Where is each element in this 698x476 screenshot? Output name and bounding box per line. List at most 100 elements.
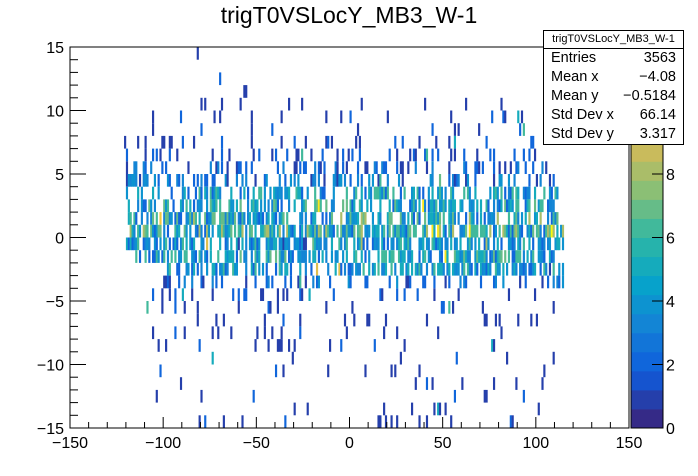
bin (196, 47, 199, 60)
bin (470, 237, 473, 251)
bin (209, 237, 212, 251)
bin (401, 174, 404, 187)
bin (405, 262, 408, 276)
palette-band (631, 218, 663, 238)
bin (133, 212, 136, 225)
bin (351, 262, 354, 276)
bin (288, 237, 291, 251)
bin (375, 237, 378, 251)
bin (209, 199, 212, 213)
bin (155, 212, 158, 225)
bin (258, 212, 261, 225)
bin (198, 415, 201, 428)
bin (479, 275, 483, 289)
bin (263, 326, 266, 340)
bin (239, 212, 242, 225)
bin (418, 262, 421, 276)
bin (302, 237, 306, 251)
bin (315, 262, 319, 276)
bin (220, 212, 224, 225)
bin (301, 186, 304, 200)
bin (183, 186, 186, 200)
bin (286, 186, 289, 200)
bin (476, 148, 479, 162)
bin (232, 288, 235, 301)
bin (465, 224, 468, 238)
stats-box[interactable]: trigT0VSLocY_MB3_W-1 Entries 3563 Mean x −… (543, 30, 684, 145)
bin (500, 326, 503, 340)
bin (323, 237, 326, 251)
bin (161, 161, 164, 174)
bin (483, 237, 486, 251)
bin (245, 85, 248, 98)
stats-label: Mean y (551, 88, 599, 104)
bin (224, 212, 227, 225)
bin (422, 250, 425, 263)
bin (265, 262, 268, 276)
bin (392, 199, 395, 213)
bin (377, 250, 380, 263)
bin (308, 250, 311, 263)
bin (405, 275, 408, 289)
bin (509, 199, 512, 213)
bin (377, 415, 380, 428)
bin (375, 224, 378, 238)
bin (200, 199, 203, 213)
bin (211, 224, 214, 238)
bin (356, 123, 360, 136)
bin (301, 250, 304, 263)
bin (362, 212, 365, 225)
bin (489, 212, 492, 225)
bin (410, 199, 414, 213)
palette-band (631, 199, 663, 219)
bin (138, 224, 142, 238)
bin (424, 148, 427, 162)
bin (547, 199, 550, 213)
bin (181, 174, 184, 187)
bin (379, 199, 382, 213)
bin (151, 212, 155, 225)
bin (448, 212, 451, 225)
bin (489, 186, 492, 200)
bin (550, 224, 553, 238)
bin (174, 237, 177, 251)
bin (340, 110, 343, 124)
bin (267, 275, 270, 289)
bin (235, 199, 238, 213)
bin (513, 212, 516, 225)
bin (422, 224, 425, 238)
bin (200, 389, 203, 403)
bin (219, 212, 222, 225)
bin (465, 174, 468, 187)
bin (528, 224, 531, 238)
bin (433, 212, 436, 225)
bin (282, 224, 285, 238)
bin (144, 135, 147, 149)
bin (198, 250, 201, 263)
bin (519, 262, 522, 276)
bin (306, 224, 309, 238)
bin (377, 262, 380, 276)
bin (496, 212, 499, 225)
bin (254, 224, 257, 238)
stats-value: −4.08 (639, 69, 676, 85)
bin (200, 186, 203, 200)
bin (440, 301, 443, 314)
bin (330, 237, 334, 251)
bin (379, 174, 382, 187)
bin (485, 199, 488, 213)
bin (369, 186, 373, 200)
bin (554, 186, 557, 200)
bin (492, 212, 496, 225)
bin (222, 224, 225, 238)
bin (265, 174, 268, 187)
bin (157, 174, 160, 187)
bin (146, 174, 149, 187)
bin (424, 224, 427, 238)
bin (383, 402, 386, 416)
bin (422, 186, 425, 200)
bin (250, 224, 253, 238)
bin (463, 224, 466, 238)
bin (189, 224, 192, 238)
bin (381, 262, 384, 276)
